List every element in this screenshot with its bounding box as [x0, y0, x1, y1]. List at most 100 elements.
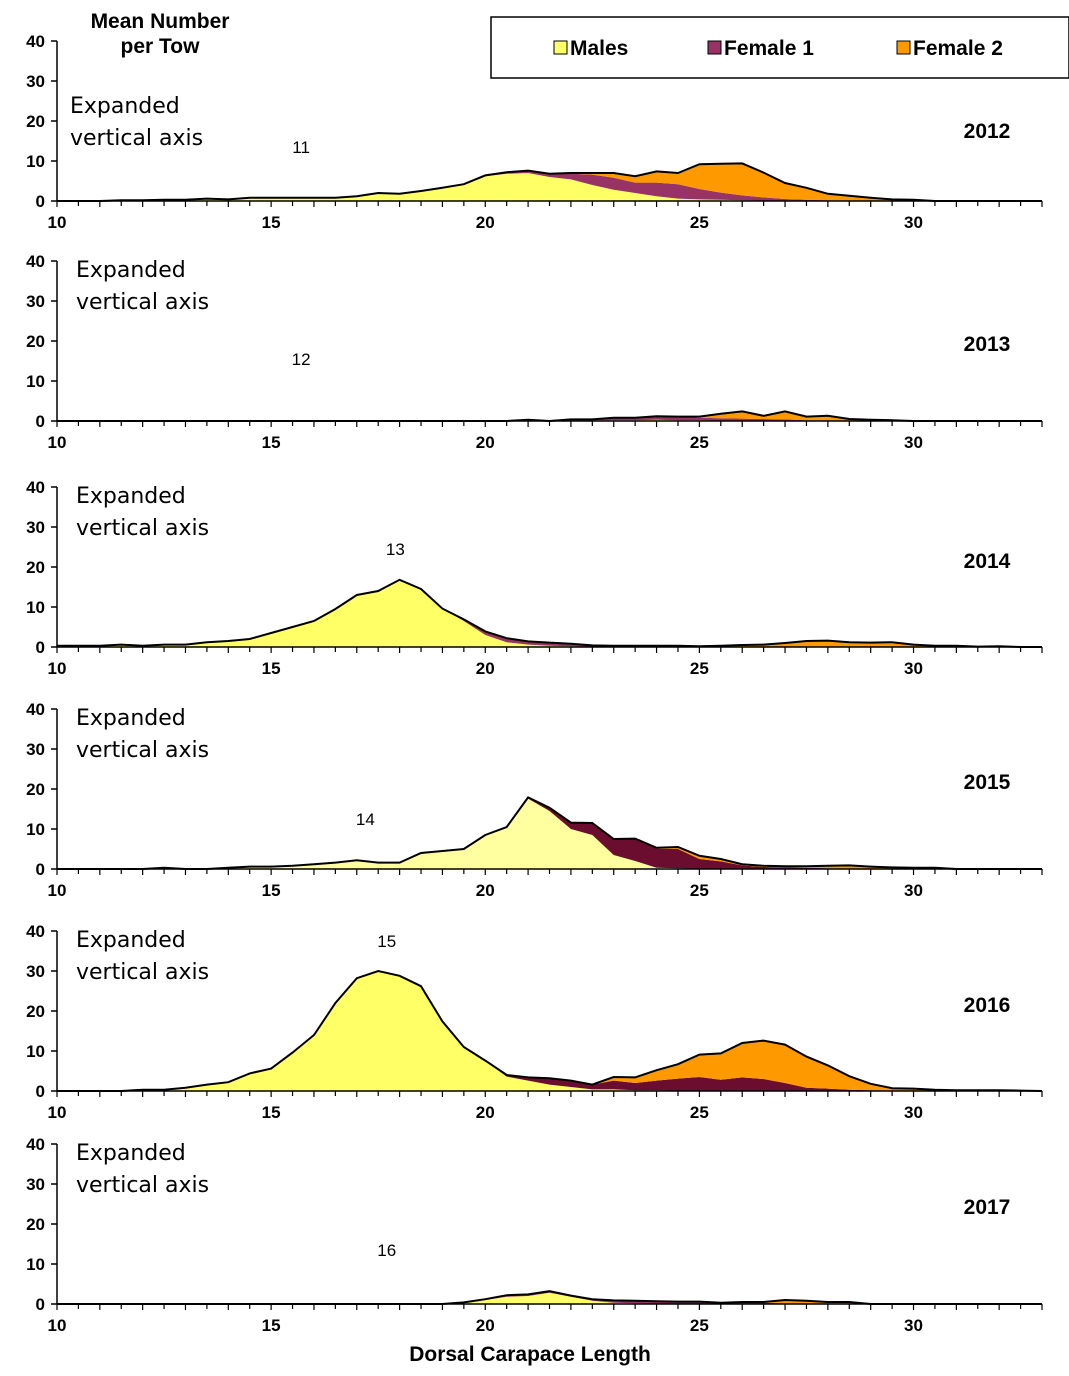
- x-tick-label-10-2014: 10: [48, 659, 67, 678]
- legend-label-female-1: Female 1: [724, 37, 814, 60]
- panel-note-line-2-2012: vertical axis: [70, 126, 203, 151]
- chart-legend: Males Female 1 Female 2: [490, 16, 1069, 79]
- panel-note-line-1-2013: Expanded: [76, 258, 186, 283]
- panel-number-2014: 13: [386, 540, 405, 559]
- panel-year-label-2014: 2014: [964, 550, 1011, 573]
- outline-total-2014: [57, 578, 1042, 648]
- y-tick-label-40-2013: 40: [26, 252, 45, 271]
- y-tick-label-40-2017: 40: [26, 1135, 45, 1154]
- y-tick-label-40-2014: 40: [26, 478, 45, 497]
- x-tick-label-30-2013: 30: [904, 433, 923, 452]
- y-tick-label-30-2015: 30: [26, 740, 45, 759]
- x-tick-label-25-2015: 25: [690, 881, 709, 900]
- x-tick-label-10-2015: 10: [48, 881, 67, 900]
- legend-label-males: Males: [570, 37, 628, 60]
- x-tick-label-15-2012: 15: [262, 213, 281, 232]
- x-axis-title: Dorsal Carapace Length: [409, 1343, 651, 1366]
- y-tick-label-30-2012: 30: [26, 72, 45, 91]
- panel-note-line-2-2017: vertical axis: [76, 1173, 209, 1198]
- area-female-1-2014: [57, 579, 1042, 647]
- y-tick-label-10-2012: 10: [26, 152, 45, 171]
- legend-swatch-female-2: [896, 40, 911, 55]
- legend-label-female-2: Female 2: [913, 37, 1003, 60]
- y-tick-label-30-2016: 30: [26, 962, 45, 981]
- y-tick-label-10-2015: 10: [26, 820, 45, 839]
- outline-total-2016: [57, 969, 1043, 1092]
- panel-number-2012: 11: [292, 138, 310, 157]
- outline-total-2015: [57, 796, 1042, 870]
- y-tick-label-0-2017: 0: [36, 1295, 45, 1314]
- x-tick-label-20-2017: 20: [476, 1316, 495, 1335]
- area-males-2015: [57, 798, 1042, 869]
- panel-number-2015: 14: [356, 810, 375, 829]
- x-tick-label-10-2016: 10: [48, 1103, 67, 1122]
- x-tick-label-25-2013: 25: [690, 433, 709, 452]
- x-tick-label-10-2017: 10: [48, 1316, 67, 1335]
- panel-note-line-1-2014: Expanded: [76, 484, 186, 509]
- area-female-2-2012: [57, 163, 1042, 201]
- x-tick-label-15-2016: 15: [262, 1103, 281, 1122]
- x-tick-label-20-2016: 20: [476, 1103, 495, 1122]
- x-tick-label-15-2015: 15: [262, 881, 281, 900]
- x-tick-label-15-2017: 15: [262, 1316, 281, 1335]
- area-female-1-2012: [57, 170, 1042, 201]
- panel-note-line-2-2014: vertical axis: [76, 516, 209, 541]
- y-tick-label-20-2013: 20: [26, 332, 45, 351]
- area-female-2-2016: [57, 971, 1042, 1091]
- y-tick-label-0-2015: 0: [36, 860, 45, 879]
- outline-total-2012: [57, 162, 1042, 202]
- panel-note-line-1-2017: Expanded: [76, 1141, 186, 1166]
- y-tick-label-20-2015: 20: [26, 780, 45, 799]
- y-tick-label-30-2013: 30: [26, 292, 45, 311]
- x-tick-label-25-2016: 25: [690, 1103, 709, 1122]
- x-tick-label-20-2015: 20: [476, 881, 495, 900]
- x-tick-label-15-2013: 15: [262, 433, 281, 452]
- y-tick-label-40-2012: 40: [26, 32, 45, 51]
- x-tick-label-10-2012: 10: [48, 213, 67, 232]
- y-axis-title-line-2: per Tow: [121, 35, 201, 58]
- panel-number-2017: 16: [377, 1241, 396, 1260]
- legend-swatch-males: [553, 40, 568, 55]
- x-tick-label-15-2014: 15: [262, 659, 281, 678]
- legend-box: [490, 16, 1069, 79]
- x-tick-label-20-2014: 20: [476, 659, 495, 678]
- y-tick-label-30-2014: 30: [26, 518, 45, 537]
- y-tick-label-20-2016: 20: [26, 1002, 45, 1021]
- y-tick-label-10-2016: 10: [26, 1042, 45, 1061]
- panel-note-line-1-2015: Expanded: [76, 706, 186, 731]
- x-tick-label-20-2012: 20: [476, 213, 495, 232]
- panel-year-label-2017: 2017: [964, 1196, 1011, 1219]
- panel-year-label-2015: 2015: [964, 771, 1011, 794]
- panel-number-2013: 12: [292, 350, 311, 369]
- y-tick-label-20-2012: 20: [26, 112, 45, 131]
- y-tick-label-0-2012: 0: [36, 192, 45, 211]
- x-tick-label-30-2016: 30: [904, 1103, 923, 1122]
- x-tick-label-30-2017: 30: [904, 1316, 923, 1335]
- y-tick-label-40-2016: 40: [26, 922, 45, 941]
- y-tick-label-0-2013: 0: [36, 412, 45, 431]
- panel-note-line-2-2016: vertical axis: [76, 960, 209, 985]
- x-tick-label-30-2015: 30: [904, 881, 923, 900]
- panel-year-label-2012: 2012: [964, 120, 1011, 143]
- y-tick-label-10-2014: 10: [26, 598, 45, 617]
- area-female-2-2013: [57, 411, 1042, 421]
- x-tick-label-20-2013: 20: [476, 433, 495, 452]
- legend-swatch-female-1: [707, 40, 722, 55]
- area-female-2-2014: [57, 579, 1042, 647]
- x-tick-label-30-2012: 30: [904, 213, 923, 232]
- panel-note-line-2-2015: vertical axis: [76, 738, 209, 763]
- panel-number-2016: 15: [377, 932, 396, 951]
- panel-note-line-2-2013: vertical axis: [76, 290, 209, 315]
- y-tick-label-0-2016: 0: [36, 1082, 45, 1101]
- y-tick-label-20-2014: 20: [26, 558, 45, 577]
- y-tick-label-10-2013: 10: [26, 372, 45, 391]
- x-tick-label-25-2012: 25: [690, 213, 709, 232]
- panel-note-line-1-2016: Expanded: [76, 928, 186, 953]
- panel-note-line-1-2012: Expanded: [70, 94, 180, 119]
- y-tick-label-0-2014: 0: [36, 638, 45, 657]
